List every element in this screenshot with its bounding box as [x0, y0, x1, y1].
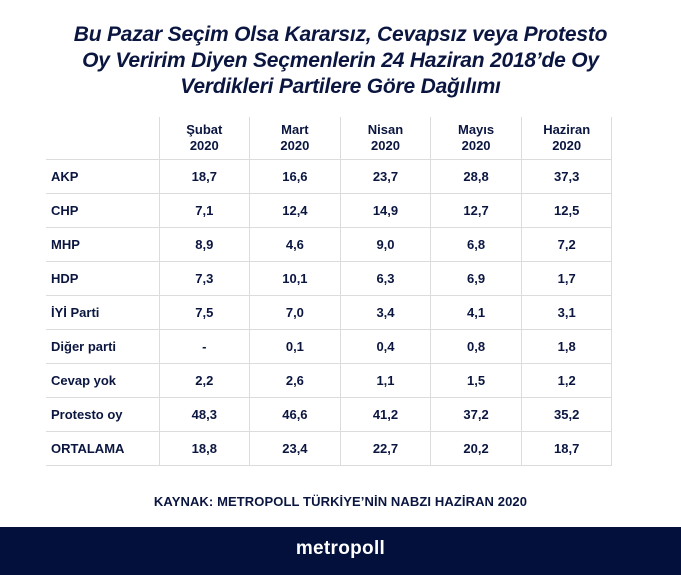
column-month: Haziran: [543, 122, 591, 137]
column-header-mayis: Mayıs 2020: [430, 117, 522, 160]
table-row-chp: CHP 7,1 12,4 14,9 12,7 12,5: [46, 193, 613, 228]
table-cell: 6,8: [430, 227, 522, 262]
table-cell: 46,6: [249, 397, 341, 432]
column-year: 2020: [461, 138, 491, 153]
table-cell: 18,7: [520, 431, 613, 466]
table-row-protesto-oy: Protesto oy 48,3 46,6 41,2 37,2 35,2: [46, 397, 613, 432]
table-cell: 1,8: [520, 329, 613, 364]
table-cell: 16,6: [249, 159, 341, 194]
title-line-3: Verdikleri Partilere Göre Dağılımı: [180, 75, 501, 98]
title-line-2: Oy Veririm Diyen Seçmenlerin 24 Haziran …: [82, 49, 599, 72]
source-note: KAYNAK: METROPOLL TÜRKİYE’NİN NABZI HAZİ…: [153, 494, 528, 509]
column-year: 2020: [552, 138, 582, 153]
table-row-hdp: HDP 7,3 10,1 6,3 6,9 1,7: [46, 261, 613, 296]
table-row-akp: AKP 18,7 16,6 23,7 28,8 37,3: [46, 159, 613, 194]
table-cell: 37,3: [520, 159, 613, 194]
footer-bar: metropoll: [0, 527, 681, 575]
table-cell: 14,9: [339, 193, 432, 228]
table-cell: 3,1: [520, 295, 613, 330]
table-cell: 1,1: [339, 363, 432, 398]
table-row-mhp: MHP 8,9 4,6 9,0 6,8 7,2: [46, 227, 613, 262]
table-cell: 7,2: [520, 227, 613, 262]
table-cell: 8,9: [158, 227, 251, 262]
column-header-nisan: Nisan 2020: [339, 117, 432, 160]
table-cell: 4,1: [430, 295, 522, 330]
table-cell: 18,7: [158, 159, 251, 194]
row-label: İYİ Parti: [46, 295, 160, 330]
table-cell: 4,6: [249, 227, 341, 262]
column-header-subat: Şubat 2020: [158, 117, 251, 160]
table-cell: 0,8: [430, 329, 522, 364]
row-label: MHP: [46, 227, 160, 262]
metropoll-logo: metropoll: [295, 538, 386, 559]
table-cell: 23,7: [339, 159, 432, 194]
data-table: Şubat 2020 Mart 2020 Nisan 2020 Mayıs 20…: [46, 117, 613, 466]
title-line-1: Bu Pazar Seçim Olsa Kararsız, Cevapsız v…: [73, 23, 608, 46]
column-header-mart: Mart 2020: [249, 117, 341, 160]
table-cell: 18,8: [158, 431, 251, 466]
corner-cell: [46, 117, 160, 160]
table-cell: 2,2: [158, 363, 251, 398]
table-cell: 0,1: [249, 329, 341, 364]
table-cell: 1,5: [430, 363, 522, 398]
column-year: 2020: [371, 138, 400, 153]
table-cell: 23,4: [249, 431, 341, 466]
chart-title: Bu Pazar Seçim Olsa Kararsız, Cevapsız v…: [0, 22, 681, 100]
column-year: 2020: [280, 138, 310, 153]
table-cell: 48,3: [158, 397, 251, 432]
header-row: Şubat 2020 Mart 2020 Nisan 2020 Mayıs 20…: [46, 117, 613, 160]
row-label: Diğer parti: [46, 329, 160, 364]
table-cell: 6,3: [339, 261, 432, 296]
column-header-haziran: Haziran 2020: [520, 117, 613, 160]
column-month: Mart: [281, 122, 309, 137]
table-cell: 28,8: [430, 159, 522, 194]
table-cell: 7,3: [158, 261, 251, 296]
table-cell: 12,4: [249, 193, 341, 228]
table-cell: 41,2: [339, 397, 432, 432]
table-cell: 1,2: [520, 363, 613, 398]
table-cell: 20,2: [430, 431, 522, 466]
table-cell: 0,4: [339, 329, 432, 364]
table-row-cevap-yok: Cevap yok 2,2 2,6 1,1 1,5 1,2: [46, 363, 613, 398]
column-month: Mayıs: [458, 122, 495, 137]
table-cell: 12,7: [430, 193, 522, 228]
table-cell: 37,2: [430, 397, 522, 432]
table-cell: 7,1: [158, 193, 251, 228]
table-cell: 3,4: [339, 295, 432, 330]
row-label: ORTALAMA: [46, 431, 160, 466]
table-cell: -: [158, 329, 251, 364]
row-label: Protesto oy: [46, 397, 160, 432]
table-cell: 6,9: [430, 261, 522, 296]
table-cell: 10,1: [249, 261, 341, 296]
row-label: Cevap yok: [46, 363, 160, 398]
column-month: Nisan: [367, 122, 404, 137]
table-cell: 12,5: [520, 193, 613, 228]
table-row-diger-parti: Diğer parti - 0,1 0,4 0,8 1,8: [46, 329, 613, 364]
row-label: CHP: [46, 193, 160, 228]
table-cell: 7,0: [249, 295, 341, 330]
table-row-iyi-parti: İYİ Parti 7,5 7,0 3,4 4,1 3,1: [46, 295, 613, 330]
table-cell: 35,2: [520, 397, 613, 432]
table-row-ortalama: ORTALAMA 18,8 23,4 22,7 20,2 18,7: [46, 431, 613, 466]
table-cell: 2,6: [249, 363, 341, 398]
table-cell: 1,7: [520, 261, 613, 296]
row-label: HDP: [46, 261, 160, 296]
table-cell: 22,7: [339, 431, 432, 466]
table-cell: 9,0: [339, 227, 432, 262]
column-year: 2020: [189, 138, 219, 153]
column-month: Şubat: [186, 122, 223, 137]
table-cell: 7,5: [158, 295, 251, 330]
row-label: AKP: [46, 159, 160, 194]
